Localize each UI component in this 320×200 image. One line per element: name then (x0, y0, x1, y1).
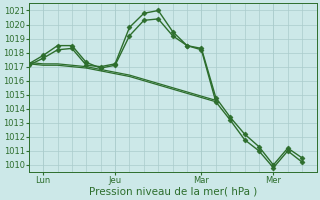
X-axis label: Pression niveau de la mer( hPa ): Pression niveau de la mer( hPa ) (89, 187, 257, 197)
